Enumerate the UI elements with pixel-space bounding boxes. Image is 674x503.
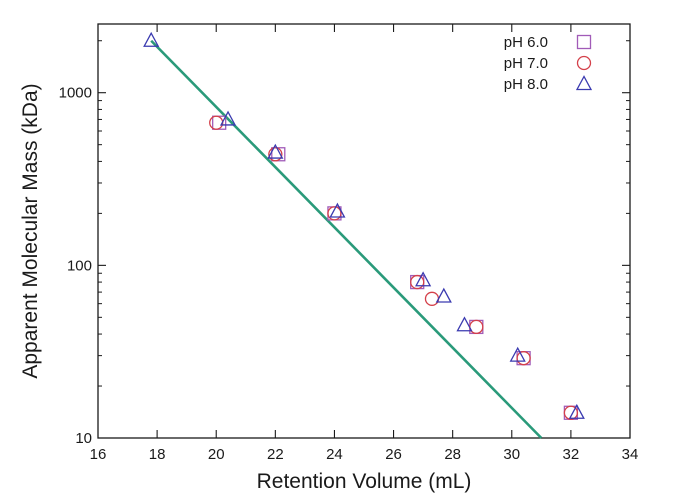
x-axis-title: Retention Volume (mL) xyxy=(257,470,472,493)
x-tick-label: 22 xyxy=(267,446,284,463)
x-tick-label: 26 xyxy=(385,446,402,463)
x-tick-label: 24 xyxy=(326,446,343,463)
axis-ticks: 16 18 20 22 24 26 28 30 32 34 10 100 1000 xyxy=(59,24,639,463)
data-point-circle xyxy=(209,115,224,130)
data-point-circle xyxy=(327,206,342,221)
data-point-triangle xyxy=(456,316,473,332)
data-point-triangle xyxy=(435,287,452,303)
legend-marker-square xyxy=(576,34,592,50)
plot-frame xyxy=(97,23,631,439)
data-point-triangle xyxy=(143,31,160,47)
data-point-circle xyxy=(424,291,440,306)
data-point-circle xyxy=(563,405,579,420)
x-tick-label: 30 xyxy=(503,446,520,463)
legend-label: pH 6.0 xyxy=(504,34,548,51)
y-tick-label: 100 xyxy=(67,257,92,274)
x-tick-label: 34 xyxy=(622,446,639,463)
data-point-triangle xyxy=(509,346,526,362)
data-point-circle xyxy=(469,319,484,335)
y-tick-label: 10 xyxy=(75,430,92,447)
data-point-circle xyxy=(516,351,531,366)
x-tick-label: 20 xyxy=(208,446,225,463)
data-point-triangle xyxy=(329,202,346,218)
data-point-circle xyxy=(410,274,425,290)
data-point-square xyxy=(212,115,227,130)
x-tick-label: 16 xyxy=(90,446,107,463)
fit-line-group xyxy=(150,39,543,439)
legend-marker-circle xyxy=(576,55,592,71)
fit-line xyxy=(150,39,543,439)
data-point-triangle xyxy=(219,110,237,126)
legend-marker-triangle xyxy=(575,75,593,91)
legend-label: pH 7.0 xyxy=(504,55,548,72)
data-point-triangle xyxy=(415,271,432,287)
x-tick-label: 18 xyxy=(149,446,166,463)
legend: pH 6.0 pH 7.0 pH 8.0 xyxy=(504,34,593,93)
data-point-circle xyxy=(268,147,283,162)
x-tick-label: 32 xyxy=(563,446,580,463)
x-tick-label: 28 xyxy=(444,446,461,463)
data-point-triangle xyxy=(568,403,585,419)
y-axis-title: Apparent Molecular Mass (kDa) xyxy=(19,83,42,378)
legend-label: pH 8.0 xyxy=(504,76,548,93)
y-tick-label: 1000 xyxy=(59,85,92,102)
data-point-triangle xyxy=(267,143,284,159)
data-points xyxy=(143,31,585,420)
